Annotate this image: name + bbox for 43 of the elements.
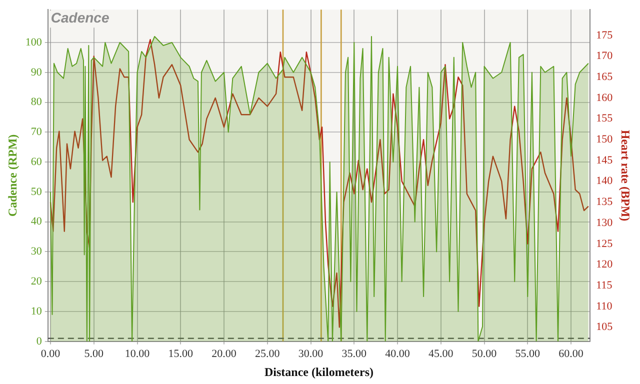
x-tick-label: 45.00	[428, 348, 454, 360]
x-tick-label: 50.00	[472, 348, 498, 360]
y2-tick-label: 135	[596, 196, 614, 208]
y2-tick-label: 105	[596, 321, 614, 334]
x-axis-title: Distance (kilometers)	[264, 364, 374, 379]
chart-title: Cadence	[50, 9, 110, 26]
y2-tick-label: 155	[596, 112, 614, 125]
y2-tick-label: 165	[596, 71, 614, 84]
y-tick-label: 70	[30, 126, 42, 138]
x-tick-label: 40.00	[385, 348, 410, 360]
y2-tick-label: 130	[596, 216, 614, 229]
y2-tick-label: 115	[596, 279, 613, 292]
y-tick-label: 10	[30, 305, 42, 318]
x-tick-label: 20.00	[212, 348, 237, 360]
y2-tick-label: 175	[596, 29, 614, 42]
y2-tick-label: 120	[596, 258, 614, 271]
x-tick-label: 5.00	[84, 348, 104, 360]
y2-tick-label: 160	[596, 92, 614, 104]
y2-tick-label: 170	[596, 50, 614, 62]
y-tick-label: 0	[36, 335, 42, 348]
y-tick-label: 100	[25, 36, 42, 48]
y-tick-label: 80	[30, 96, 42, 108]
x-tick-label: 55.00	[515, 348, 541, 360]
y-tick-label: 90	[30, 66, 42, 78]
x-tick-label: 25.00	[255, 348, 280, 360]
y2-tick-label: 150	[596, 134, 614, 146]
x-tick-label: 35.00	[342, 348, 368, 360]
x-tick-label: 10.00	[124, 348, 150, 360]
x-tick-label: 0.00	[40, 348, 61, 360]
y2-tick-label: 145	[596, 154, 614, 166]
x-tick-label: 30.00	[298, 348, 324, 360]
y-tick-label: 20	[30, 276, 42, 288]
y-tick-label: 50	[30, 186, 42, 198]
y-tick-label: 30	[30, 246, 42, 258]
y-tick-label: 60	[30, 156, 42, 168]
y-axis-title: Cadence (RPM)	[5, 134, 20, 217]
y2-tick-label: 140	[596, 175, 614, 188]
x-tick-label: 15.00	[168, 348, 194, 360]
y2-axis-title: Heart rate (BPM)	[618, 130, 633, 222]
x-tick-label: 60.00	[558, 348, 584, 360]
y-tick-label: 40	[30, 216, 42, 228]
y2-tick-label: 125	[596, 238, 614, 250]
y2-tick-label: 110	[596, 300, 613, 312]
